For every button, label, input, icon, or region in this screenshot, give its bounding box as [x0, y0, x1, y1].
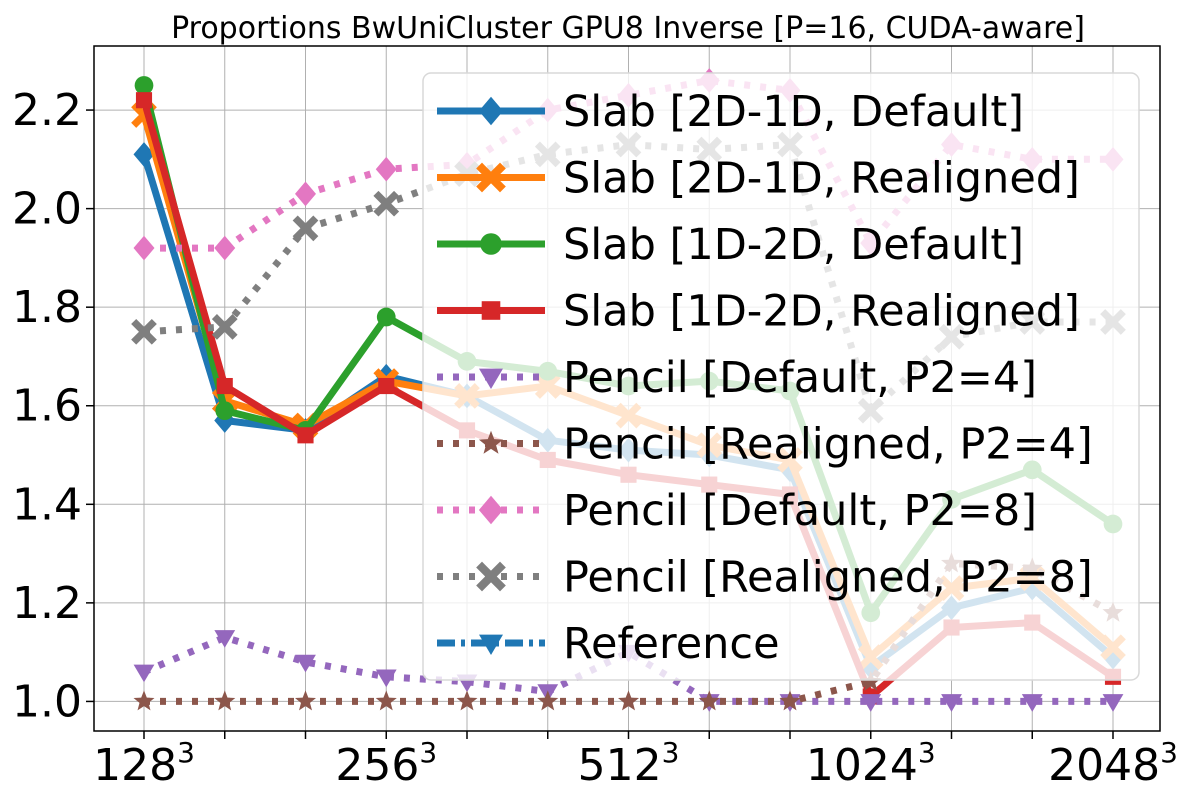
y-tick-label: 1.2	[12, 578, 82, 629]
data-point	[378, 377, 395, 395]
plot-frame	[93, 45, 1161, 732]
data-point	[375, 156, 397, 182]
y-tick-label: 2.0	[12, 184, 82, 235]
legend-item: Pencil [Realigned, P2=8]	[437, 553, 1093, 603]
data-point	[133, 235, 155, 261]
legend-label: Slab [2D-1D, Realigned]	[563, 154, 1080, 204]
legend-item: Slab [1D-2D, Default]	[437, 220, 1024, 270]
data-point	[133, 142, 155, 167]
data-point	[1021, 694, 1043, 712]
x-tick-label: 1283	[93, 736, 195, 791]
data-point	[215, 401, 235, 421]
x-tick-label: 20483	[1048, 736, 1178, 791]
data-point	[216, 377, 233, 395]
data-point	[860, 694, 882, 712]
data-point	[214, 408, 236, 433]
data-point	[698, 690, 720, 711]
legend-item: Slab [1D-2D, Realigned]	[437, 287, 1080, 337]
x-tick-label: 5123	[578, 736, 680, 791]
data-point	[292, 215, 319, 242]
data-point	[779, 690, 801, 711]
legend-label: Pencil [Default, P2=8]	[563, 486, 1037, 536]
data-point	[376, 307, 396, 327]
data-point	[214, 690, 236, 711]
chart-title: Proportions BwUniCluster GPU8 Inverse [P…	[171, 11, 1085, 46]
data-point	[375, 669, 397, 688]
legend-marker	[479, 368, 503, 389]
data-point	[133, 664, 155, 683]
data-point	[135, 92, 153, 109]
legend-item: Reference	[437, 619, 780, 669]
legend-item: Pencil [Realigned, P2=4]	[437, 420, 1093, 470]
legend-item: Slab [2D-1D, Default]	[437, 87, 1024, 137]
data-point	[373, 190, 400, 217]
legend-label: Pencil [Realigned, P2=4]	[563, 420, 1093, 470]
legend-marker	[476, 162, 506, 193]
legend-item: Pencil [Default, P2=8]	[437, 486, 1037, 536]
legend-item: Pencil [Default, P2=4]	[437, 353, 1037, 403]
legend-label: Slab [1D-2D, Default]	[563, 220, 1024, 270]
data-point	[295, 690, 316, 711]
data-point	[537, 690, 559, 711]
legend-label: Reference	[563, 619, 780, 669]
legend-marker	[476, 561, 506, 592]
y-tick-label: 1.8	[12, 282, 82, 333]
legend-label: Pencil [Default, P2=4]	[563, 353, 1037, 403]
data-point	[214, 630, 236, 648]
data-point	[375, 690, 397, 711]
legend-label: Pencil [Realigned, P2=8]	[563, 553, 1093, 603]
legend-label: Slab [1D-2D, Realigned]	[563, 287, 1080, 337]
y-tick-label: 1.4	[12, 479, 82, 530]
legend-label: Slab [2D-1D, Default]	[563, 87, 1024, 137]
data-point	[131, 318, 157, 345]
legend-marker	[481, 301, 501, 320]
y-tick-label: 1.6	[12, 381, 82, 432]
legend: Slab [2D-1D, Default] Slab [2D-1D, Realig…	[422, 72, 1140, 681]
y-tick-label: 1.0	[12, 676, 82, 727]
x-tick-label: 10243	[806, 736, 936, 791]
data-point	[295, 654, 316, 673]
data-point	[295, 181, 316, 207]
data-point	[211, 314, 238, 340]
legend-marker	[480, 233, 502, 255]
y-tick-label: 2.2	[12, 85, 82, 136]
legend-box	[422, 72, 1140, 681]
legend-item: Slab [2D-1D, Realigned]	[437, 154, 1080, 204]
data-point	[618, 690, 639, 711]
data-point	[297, 427, 314, 444]
legend-marker	[479, 634, 503, 655]
data-point	[941, 694, 962, 712]
data-point	[214, 235, 236, 261]
data-point	[134, 76, 154, 95]
x-tick-label: 2563	[335, 736, 437, 791]
data-point	[1102, 694, 1124, 712]
data-point	[456, 690, 478, 711]
legend-marker	[478, 495, 504, 525]
legend-marker	[478, 430, 504, 454]
data-point	[133, 690, 155, 711]
legend-marker	[478, 96, 504, 126]
